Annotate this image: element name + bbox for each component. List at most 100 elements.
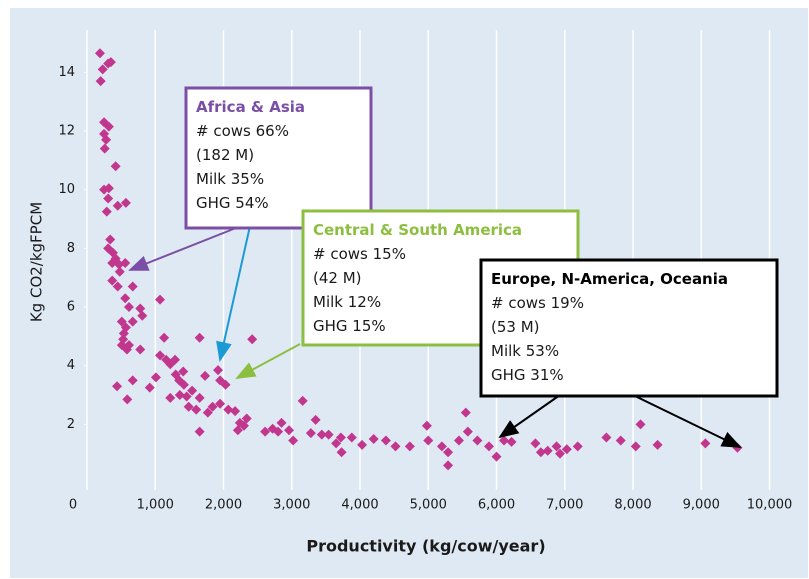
point — [120, 258, 131, 268]
x-tick-label: 8,000 — [614, 498, 651, 513]
annotation-line: # cows 66% — [196, 122, 289, 140]
point — [305, 428, 316, 439]
point — [223, 404, 234, 415]
point — [241, 413, 252, 424]
point — [506, 436, 517, 447]
point — [453, 435, 464, 446]
y-tick-label: 12 — [58, 124, 75, 139]
point — [323, 429, 334, 440]
x-tick-label: 1,000 — [137, 498, 174, 513]
point — [542, 445, 553, 456]
point — [561, 444, 572, 455]
x-tick-label: 7,000 — [546, 498, 583, 513]
point — [297, 395, 308, 406]
annotation-line: # cows 19% — [491, 294, 584, 312]
x-tick-label: 6,000 — [478, 498, 515, 513]
point — [335, 432, 346, 443]
annotation-line: Milk 12% — [313, 293, 381, 311]
point — [230, 406, 241, 417]
point — [194, 426, 205, 437]
y-tick-label: 14 — [58, 65, 75, 80]
point — [127, 375, 138, 386]
point — [601, 432, 612, 443]
point — [122, 394, 133, 405]
point — [187, 385, 198, 396]
point — [174, 390, 185, 400]
point — [170, 354, 181, 365]
point — [336, 447, 347, 458]
point — [635, 419, 646, 430]
point — [191, 404, 202, 415]
point — [159, 332, 170, 343]
annotation-line: Milk 53% — [491, 342, 559, 360]
point — [443, 460, 454, 471]
point — [220, 379, 231, 390]
point — [178, 379, 189, 390]
point — [630, 441, 641, 452]
point — [551, 441, 562, 452]
point — [118, 328, 129, 339]
annotation-title: Africa & Asia — [196, 98, 305, 116]
point — [316, 429, 327, 440]
point — [404, 441, 415, 452]
point — [284, 425, 295, 436]
x-axis-label: Productivity (kg/cow/year) — [306, 537, 545, 556]
point — [155, 294, 166, 305]
point — [150, 372, 161, 383]
point — [155, 350, 166, 361]
x-tick-label: 2,000 — [205, 498, 242, 513]
x-tick-label: 0 — [69, 498, 77, 513]
point — [423, 435, 434, 446]
point — [368, 434, 379, 444]
y-axis-label: Kg CO2/kgFPCM — [28, 202, 46, 322]
point — [114, 266, 125, 277]
point — [135, 344, 146, 355]
point — [194, 332, 205, 343]
point — [357, 439, 368, 450]
y-tick-label: 6 — [67, 300, 75, 315]
point — [213, 365, 224, 376]
point — [238, 420, 249, 431]
point — [530, 438, 541, 449]
point — [120, 197, 131, 208]
x-tick-label: 9,000 — [683, 498, 720, 513]
point — [700, 438, 711, 449]
y-tick-label: 10 — [58, 182, 75, 197]
point — [99, 143, 110, 154]
point — [107, 258, 118, 268]
point — [101, 134, 112, 145]
point — [112, 200, 123, 211]
annotation-box — [479, 258, 779, 398]
x-tick-label: 4,000 — [341, 498, 378, 513]
point — [112, 381, 123, 392]
annotation-line: GHG 31% — [491, 366, 564, 384]
arrow — [216, 225, 251, 362]
point — [120, 293, 131, 304]
point — [105, 234, 116, 245]
y-tick-label: 4 — [67, 358, 75, 373]
point — [346, 432, 357, 443]
point — [105, 57, 116, 68]
annotation-line: (53 M) — [491, 318, 540, 336]
y-tick-label: 8 — [67, 241, 75, 256]
point — [112, 281, 123, 292]
point — [202, 407, 213, 418]
point — [127, 316, 138, 327]
arrows — [128, 223, 742, 448]
arrow — [128, 223, 247, 271]
point — [652, 439, 663, 450]
point — [247, 334, 258, 345]
point — [288, 435, 299, 446]
point — [207, 401, 218, 412]
point — [436, 441, 447, 452]
point — [97, 64, 108, 75]
point — [103, 121, 114, 132]
point — [103, 183, 114, 194]
y-tick-label: 2 — [67, 417, 75, 432]
point — [310, 414, 321, 425]
point — [107, 275, 118, 286]
point — [127, 281, 138, 292]
point — [572, 441, 583, 452]
point — [123, 302, 134, 312]
